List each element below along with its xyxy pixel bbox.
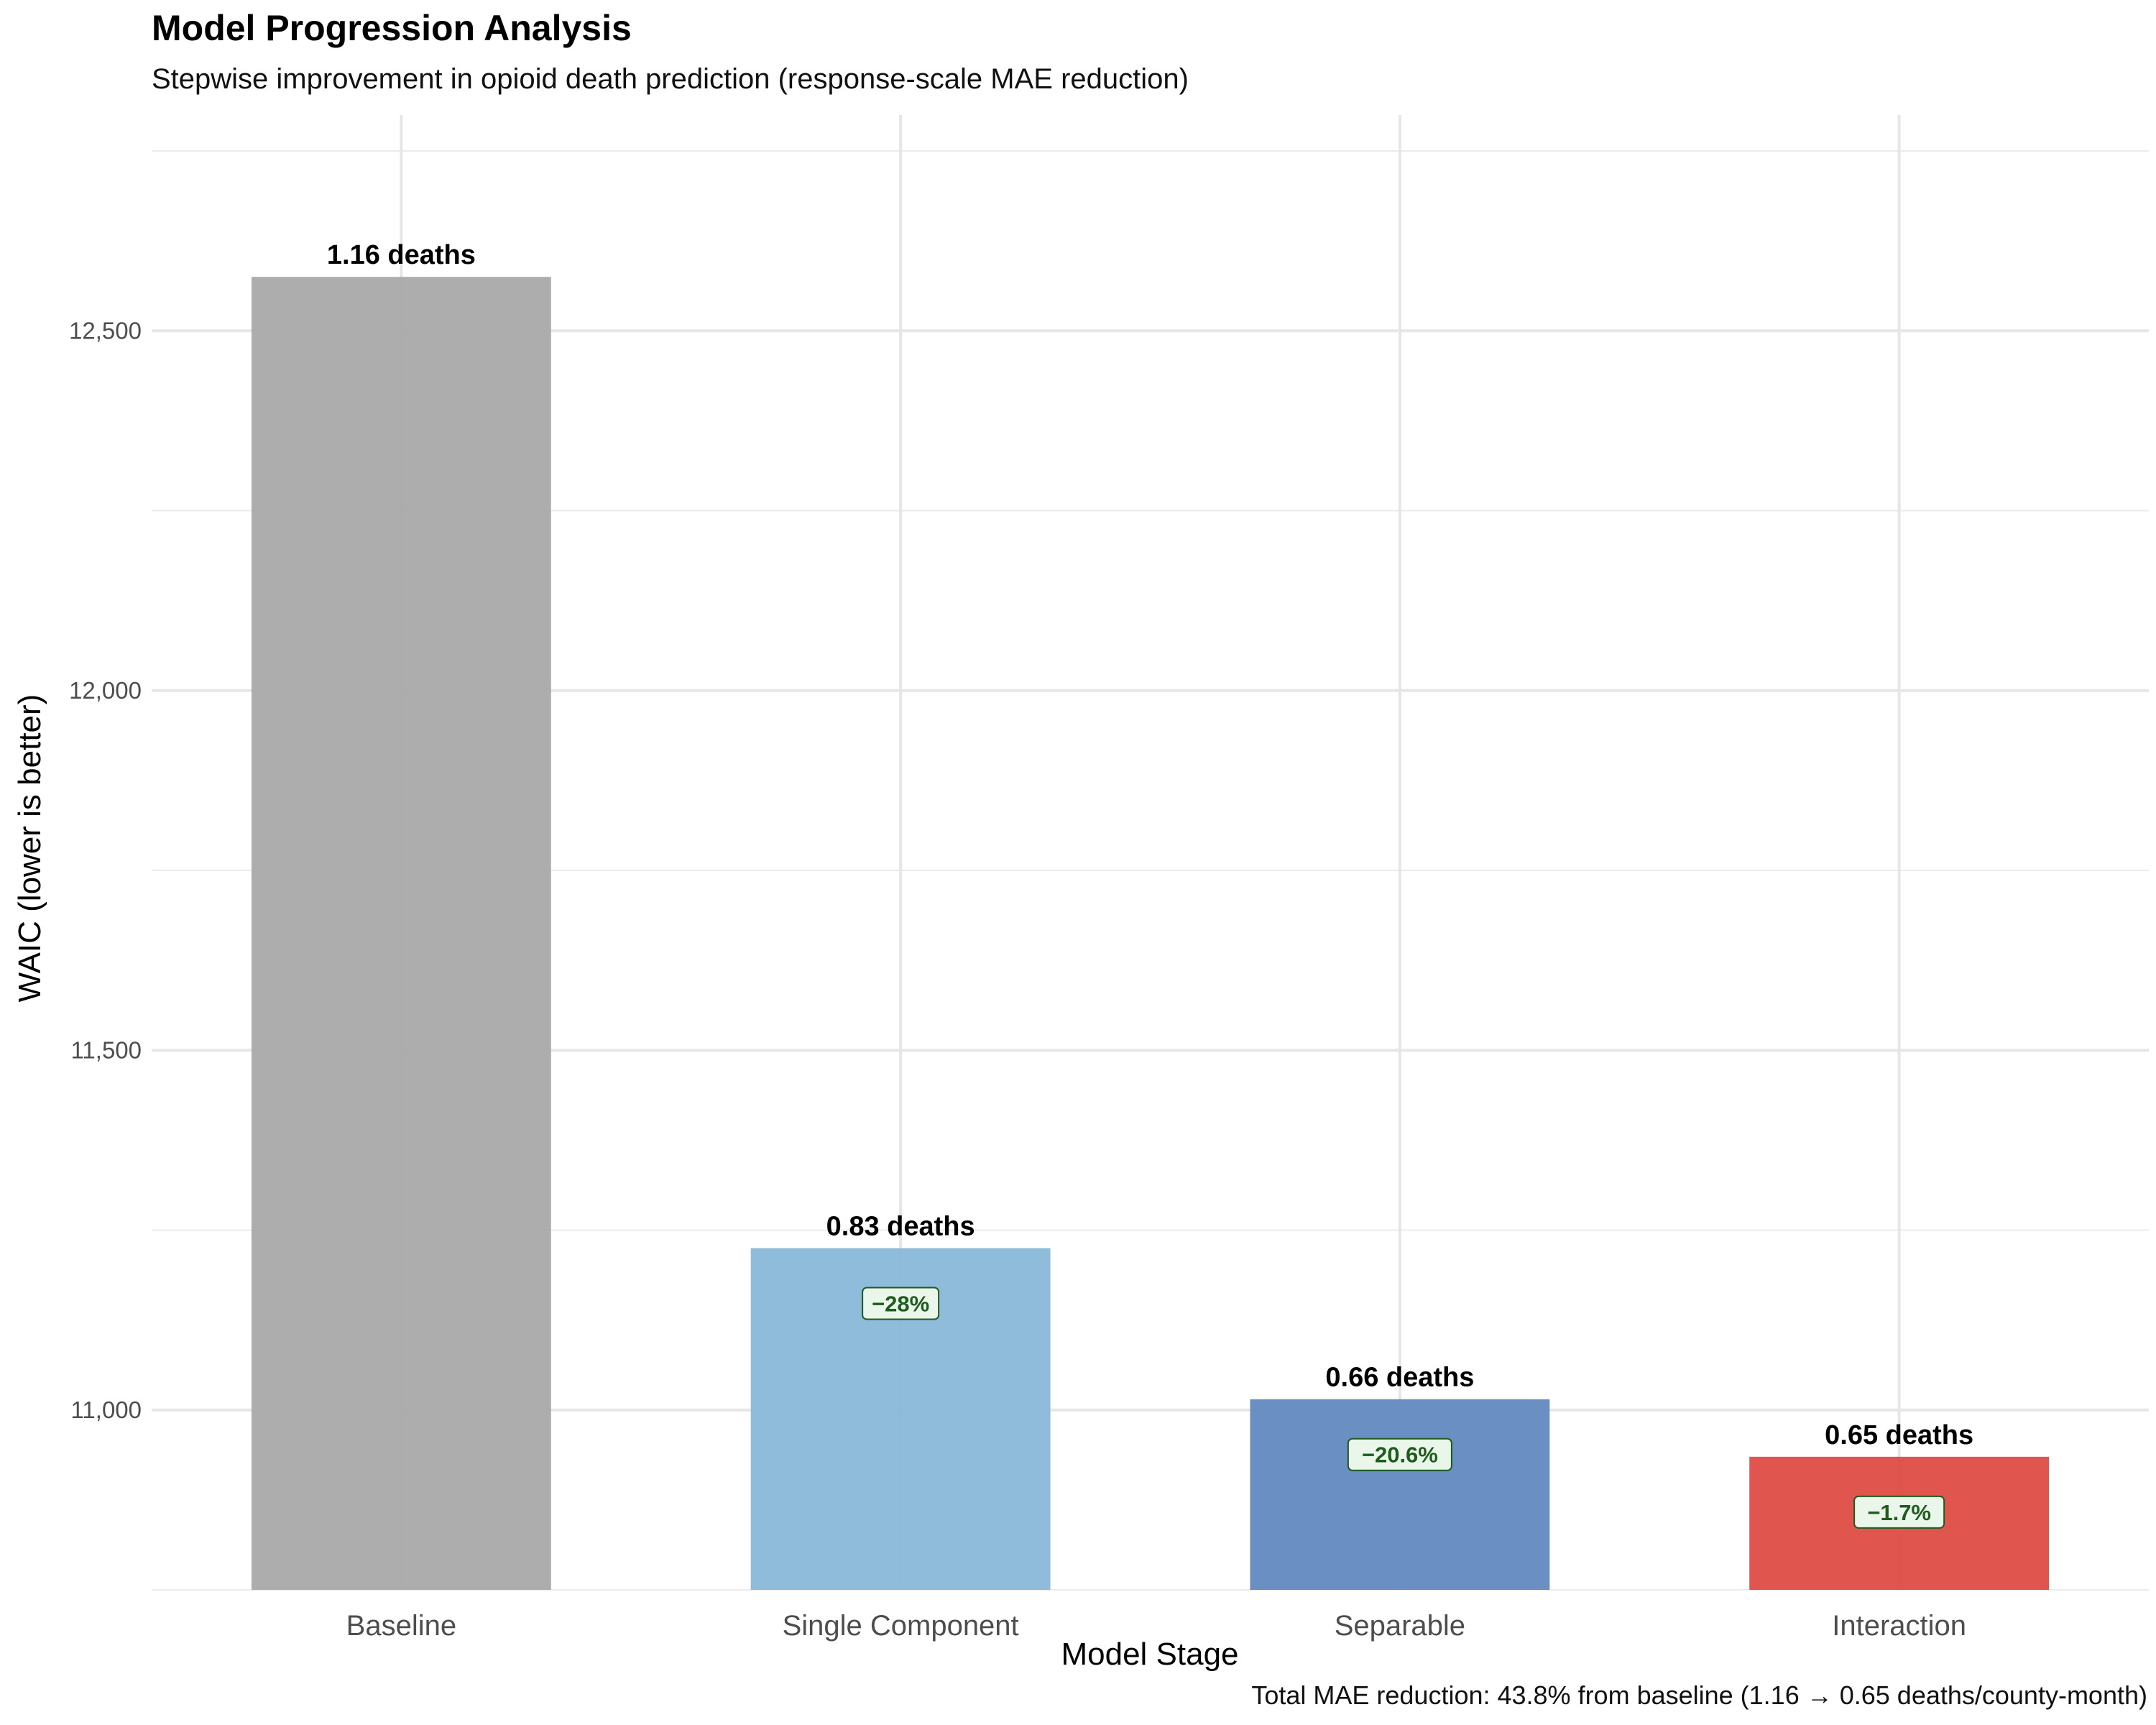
- x-tick-label: Baseline: [346, 1610, 456, 1642]
- value-label: 0.65 deaths: [1825, 1420, 1973, 1450]
- y-tick-label: 12,000: [69, 677, 142, 704]
- change-badge: −28%: [862, 1287, 940, 1320]
- change-label: −28%: [872, 1292, 929, 1317]
- change-badge-box: [1347, 1438, 1452, 1471]
- y-tick-label: 12,500: [69, 317, 142, 344]
- change-badge: −1.7%: [1853, 1495, 1945, 1529]
- change-badge: −20.6%: [1347, 1438, 1452, 1471]
- x-axis-ticks: Baseline Single Component Separable Interac…: [346, 1610, 1966, 1642]
- x-tick-label: Interaction: [1832, 1610, 1966, 1642]
- y-tick-label: 11,000: [71, 1397, 142, 1423]
- y-axis-ticks: 11,000 11,500 12,000 12,500: [69, 317, 142, 1422]
- bars: [251, 277, 2050, 1591]
- bar-separable: [1250, 1399, 1550, 1590]
- bar-baseline: [251, 277, 551, 1591]
- y-tick-label: 11,500: [71, 1036, 142, 1063]
- change-label: −1.7%: [1867, 1500, 1931, 1525]
- x-axis-label: Model Stage: [1061, 1637, 1238, 1672]
- change-badge-box: [862, 1287, 940, 1320]
- data-labels: 1.16 deaths 0.83 deaths −28% 0.66 deaths −20…: [327, 240, 1973, 1529]
- change-label: −20.6%: [1362, 1443, 1438, 1468]
- x-tick-label: Separable: [1335, 1610, 1465, 1642]
- change-badge-box: [1853, 1495, 1945, 1529]
- x-tick-label: Single Component: [783, 1610, 1019, 1642]
- value-label: 0.83 deaths: [826, 1212, 975, 1242]
- value-label: 1.16 deaths: [327, 240, 476, 270]
- chart-subtitle: Stepwise improvement in opioid death pre…: [152, 63, 1189, 95]
- chart-title: Model Progression Analysis: [152, 8, 632, 48]
- value-label: 0.66 deaths: [1325, 1363, 1474, 1393]
- y-axis-label: WAIC (lower is better): [12, 694, 47, 1003]
- chart-caption: Total MAE reduction: 43.8% from baseline…: [1251, 1680, 2147, 1710]
